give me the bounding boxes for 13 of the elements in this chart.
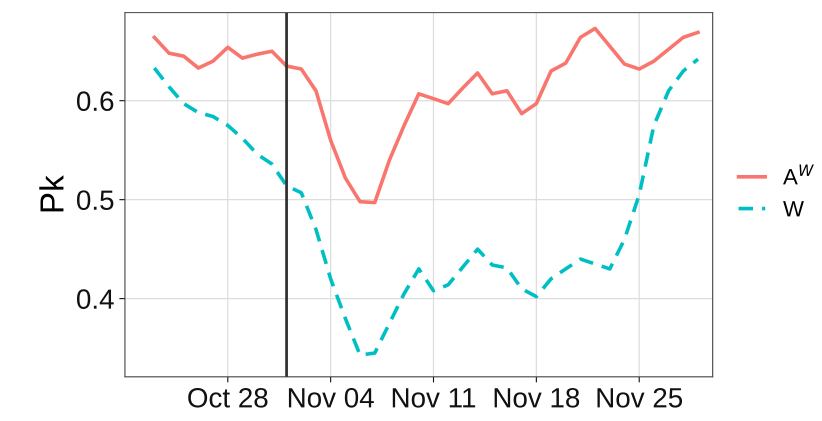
x-tick-label: Oct 28 — [188, 388, 268, 408]
y-tick-label: 0.6 — [77, 91, 114, 112]
y-axis-title: Pk — [39, 175, 64, 212]
legend-label: W — [783, 201, 804, 216]
y-tick-label: 0.4 — [77, 289, 114, 309]
x-tick-label: Nov 04 — [288, 388, 374, 408]
legend-label: A$^{W}$ — [783, 164, 814, 184]
line-series — [152, 26, 700, 204]
x-tick-label: Nov 18 — [494, 388, 580, 408]
x-tick-label: Nov 25 — [597, 388, 682, 408]
y-tick-label: 0.5 — [77, 190, 114, 210]
line-series — [152, 57, 700, 357]
x-tick-label: Nov 11 — [392, 388, 476, 408]
